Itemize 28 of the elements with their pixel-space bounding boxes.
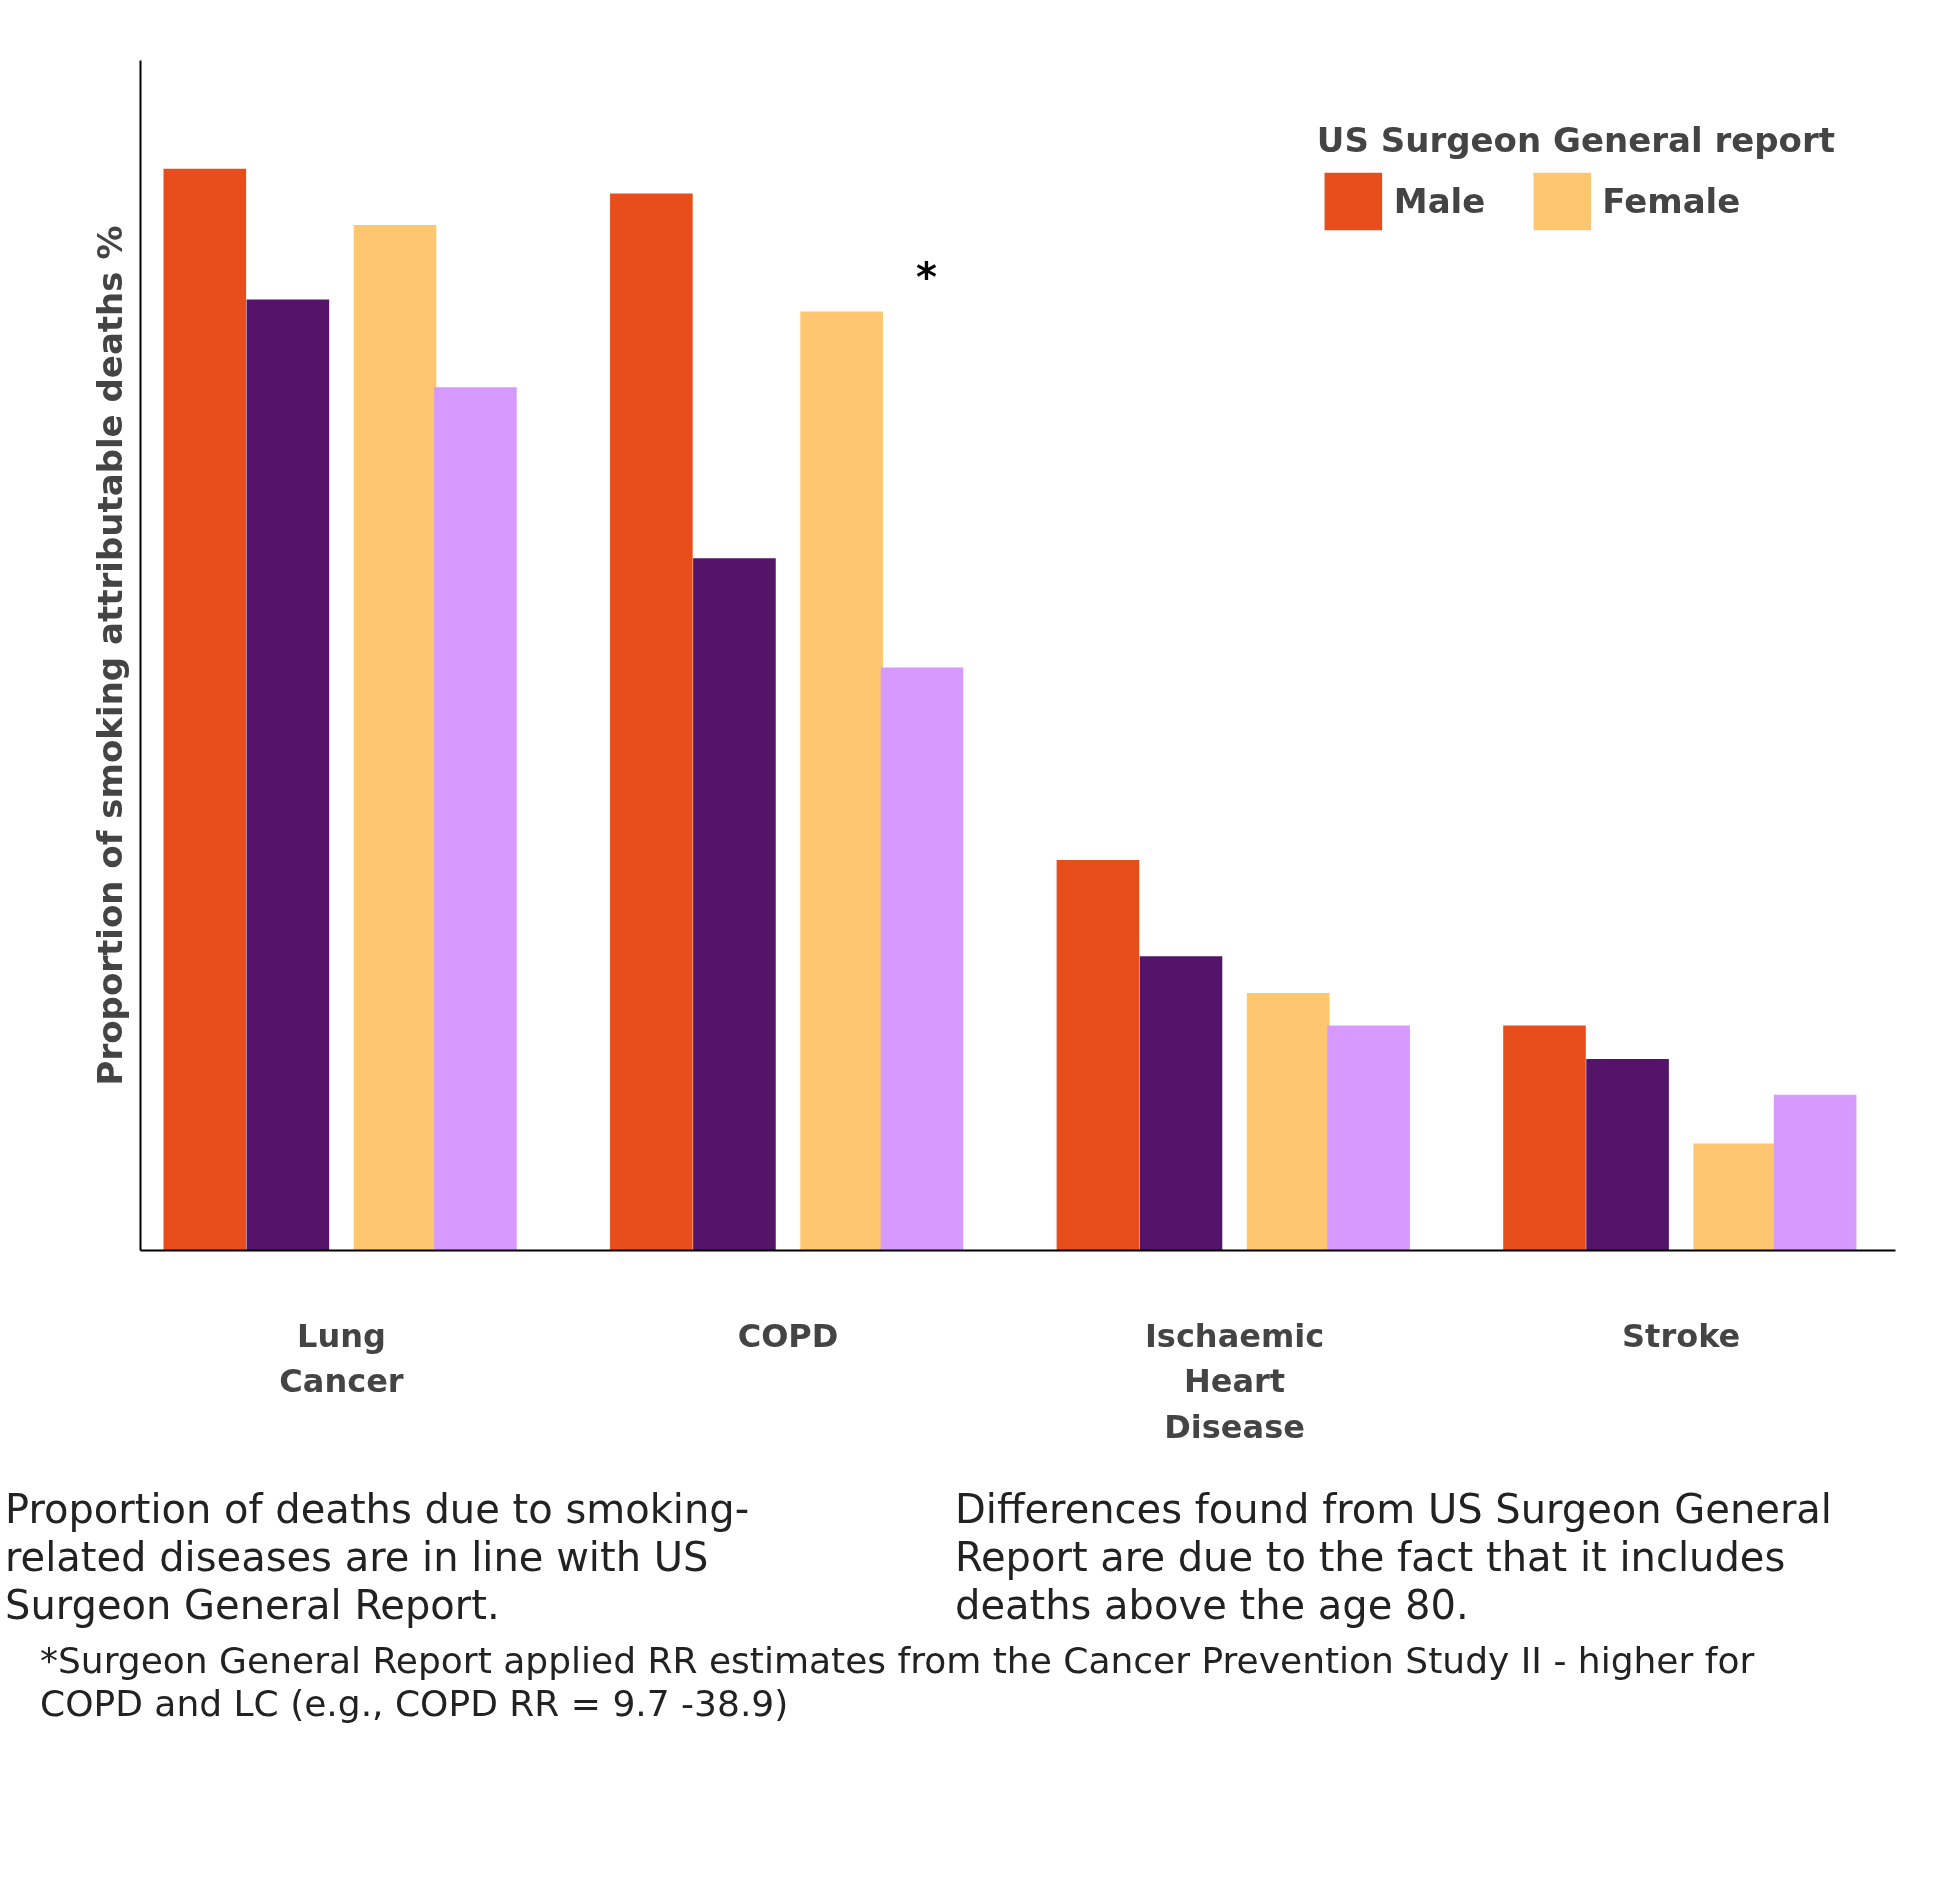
bar [880,667,964,1251]
bar [1056,859,1140,1251]
annotation: * [916,253,937,300]
x-tick-label: Stroke [1622,1316,1741,1355]
text: *Surgeon General Report applied RR estimates from the Cancer Prevention Study II - higher for COPD and LC (e.g., COPD RR = 9.7 -38.9) [40,1639,1756,1726]
text: Differences found from US Surgeon General Report are due to the fact that it includes deaths above the age 80. [955,1485,1833,1629]
bar [800,311,883,1251]
x-tick-label: Lung Cancer [279,1316,404,1401]
legend-label: Female [1602,181,1741,221]
x-tick-label: COPD [737,1316,839,1355]
bar [693,558,776,1251]
bar [1139,956,1223,1251]
bar [1693,1143,1777,1251]
x-tick-label: Ischaemic Heart Disease [1144,1316,1325,1446]
legend-label: Male [1393,181,1486,221]
bar [434,387,517,1251]
legend-title: US Surgeon General report [1316,120,1835,160]
text: Proportion of deaths due to smoking-related diseases are in line with US Surgeon General Report. [5,1485,751,1629]
bar [246,299,330,1251]
bar [610,193,693,1251]
bar [353,224,437,1251]
y-axis-title: Proportion of smoking attributable deaths % [89,225,130,1086]
bar [1503,1025,1586,1251]
bar [163,168,247,1251]
bar [1246,993,1330,1251]
bar [1327,1025,1410,1251]
bar [1773,1094,1857,1251]
bar [1586,1059,1669,1251]
